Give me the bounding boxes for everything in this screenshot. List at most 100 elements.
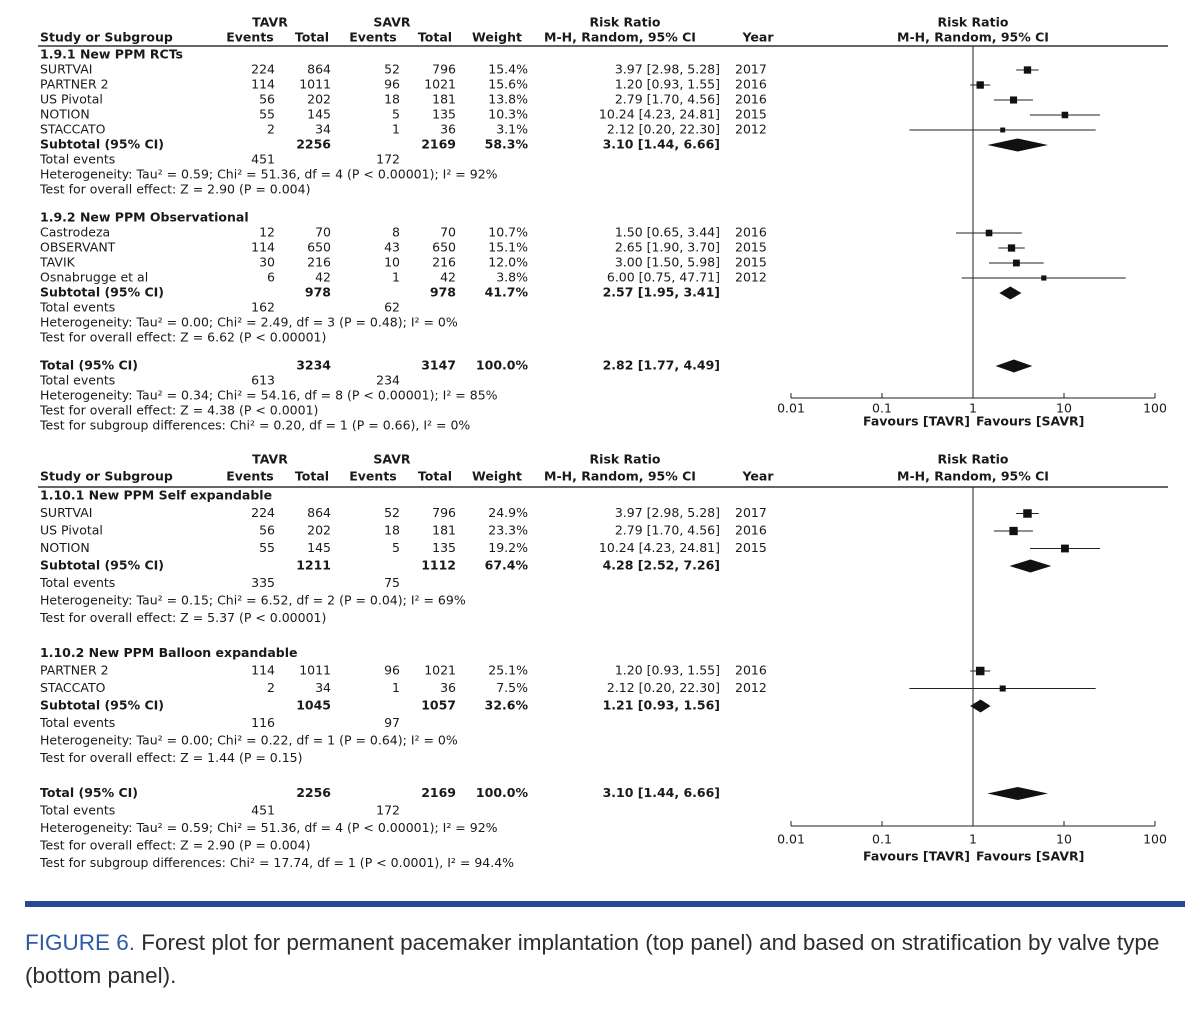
cell-e1: 6 [267, 270, 275, 285]
cell-year: 2015 [735, 107, 767, 122]
x-tick-label: 0.1 [872, 832, 892, 847]
cell-weight: 15.4% [488, 62, 528, 77]
cell-n2: 3147 [421, 358, 456, 373]
x-tick-label: 0.01 [777, 832, 805, 847]
heterogeneity: Heterogeneity: Tau² = 0.00; Chi² = 0.22,… [40, 733, 458, 748]
cell-weight: 67.4% [485, 558, 529, 573]
cell-e1: 2 [267, 680, 275, 695]
cell-weight: 25.1% [488, 663, 528, 678]
cell-ci: 2.12 [0.20, 22.30] [607, 680, 720, 695]
column-header: Events [226, 30, 273, 45]
cell-n1: 202 [307, 92, 331, 107]
cell-n1: 202 [307, 523, 331, 538]
cell-year: 2016 [735, 663, 767, 678]
cell-weight: 12.0% [488, 255, 528, 270]
row-label: Subtotal (95% CI) [40, 285, 164, 300]
pooled-diamond [999, 286, 1022, 300]
cell-n2: 1057 [421, 698, 456, 713]
cell-n1: 1011 [299, 77, 331, 92]
row-label: Total events [39, 803, 115, 818]
cell-n1: 34 [315, 680, 331, 695]
row-label: Castrodeza [40, 225, 110, 240]
row-label: US Pivotal [40, 92, 103, 107]
column-header: Total [418, 469, 452, 484]
cell-e2: 52 [384, 62, 400, 77]
group-header: SAVR [373, 452, 411, 467]
cell-e1: 30 [259, 255, 275, 270]
row-label: PARTNER 2 [40, 663, 109, 678]
caption-label: FIGURE 6. [25, 930, 136, 955]
effect-header: Risk Ratio [590, 452, 661, 467]
row-label: TAVIK [39, 255, 76, 270]
subgroup-title: 1.10.1 New PPM Self expandable [40, 488, 272, 503]
cell-e1: 55 [259, 540, 275, 555]
favours-left: Favours [TAVR] [863, 414, 970, 429]
row-label: Total (95% CI) [40, 358, 138, 373]
cell-year: 2015 [735, 540, 767, 555]
column-header: Year [742, 30, 775, 45]
x-tick-label: 10 [1056, 832, 1072, 847]
cell-weight: 100.0% [476, 785, 529, 800]
cell-n2: 135 [432, 540, 456, 555]
cell-year: 2016 [735, 523, 767, 538]
separator [25, 901, 1185, 907]
forest-figure: TAVR SAVR Risk Ratio Risk Ratio Study or Sub… [38, 15, 1168, 870]
row-label: STACCATO [40, 122, 106, 137]
column-header: Weight [472, 469, 522, 484]
cell-n2: 796 [432, 505, 456, 520]
cell-e1: 224 [251, 505, 275, 520]
cell-e2: 1 [392, 122, 400, 137]
cell-e1: 116 [251, 715, 275, 730]
cell-e2: 96 [384, 77, 400, 92]
cell-n2: 181 [432, 523, 456, 538]
cell-ci: 2.79 [1.70, 4.56] [615, 523, 720, 538]
cell-weight: 10.7% [488, 225, 528, 240]
plot-header: Risk Ratio [938, 15, 1009, 30]
row-label: Subtotal (95% CI) [40, 137, 164, 152]
row-label: Total events [39, 373, 115, 388]
cell-n2: 216 [432, 255, 456, 270]
row-label: Total events [39, 715, 115, 730]
pooled-diamond [995, 359, 1033, 373]
cell-weight: 58.3% [485, 137, 529, 152]
row-label: STACCATO [40, 680, 106, 695]
cell-weight: 32.6% [485, 698, 529, 713]
x-tick-label: 1 [969, 832, 977, 847]
cell-e1: 162 [251, 300, 275, 315]
cell-n1: 3234 [296, 358, 331, 373]
cell-n2: 70 [440, 225, 456, 240]
cell-e1: 451 [251, 152, 275, 167]
cell-n2: 1112 [421, 558, 456, 573]
cell-e1: 613 [251, 373, 275, 388]
cell-n1: 2256 [296, 137, 331, 152]
favours-right: Favours [SAVR] [976, 414, 1084, 429]
cell-e2: 43 [384, 240, 400, 255]
cell-n1: 864 [307, 505, 331, 520]
cell-e2: 8 [392, 225, 400, 240]
cell-n1: 1011 [299, 663, 331, 678]
cell-year: 2016 [735, 225, 767, 240]
cell-weight: 3.1% [496, 122, 528, 137]
effect-square [1009, 526, 1018, 536]
pooled-diamond [987, 138, 1048, 152]
overall-effect: Test for overall effect: Z = 6.62 (P < 0… [39, 330, 326, 345]
cell-ci: 6.00 [0.75, 47.71] [607, 270, 720, 285]
heterogeneity: Heterogeneity: Tau² = 0.59; Chi² = 51.36… [40, 820, 498, 835]
cell-year: 2012 [735, 270, 767, 285]
cell-ci: 10.24 [4.23, 24.81] [599, 107, 720, 122]
cell-e2: 96 [384, 663, 400, 678]
caption: FIGURE 6. Forest plot for permanent pace… [25, 926, 1185, 992]
column-header: Events [349, 469, 396, 484]
cell-weight: 15.1% [488, 240, 528, 255]
subgroup-title: 1.10.2 New PPM Balloon expandable [40, 645, 297, 660]
effect-square [1041, 275, 1047, 281]
cell-n2: 2169 [421, 785, 456, 800]
cell-n1: 650 [307, 240, 331, 255]
row-label: SURTVAI [40, 505, 92, 520]
cell-e1: 114 [251, 240, 275, 255]
cell-n1: 978 [305, 285, 331, 300]
subgroup-title: 1.9.1 New PPM RCTs [40, 47, 183, 62]
cell-year: 2016 [735, 92, 767, 107]
cell-e2: 5 [392, 107, 400, 122]
cell-n1: 1045 [296, 698, 331, 713]
